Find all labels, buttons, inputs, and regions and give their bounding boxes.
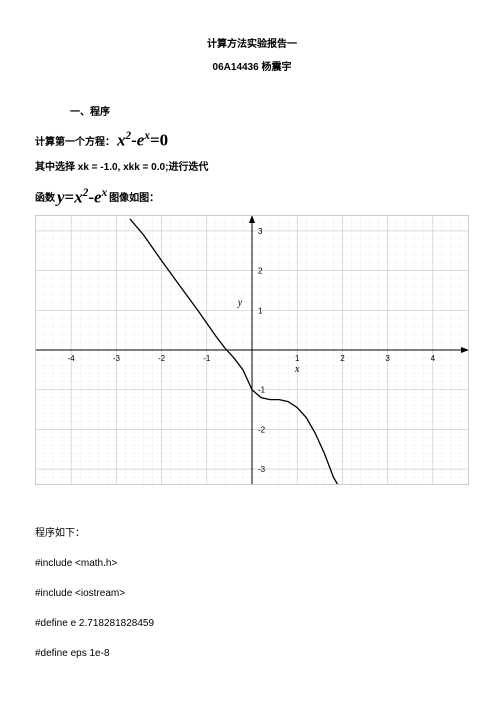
code-block: 程序如下： #include <math.h> #include <iostre… — [35, 525, 469, 663]
svg-text:1: 1 — [295, 354, 300, 363]
equation-2: y=x2-ex — [57, 187, 107, 208]
func-suffix: 图像如图： — [109, 189, 159, 204]
section-1-heading: 一、程序 — [70, 103, 469, 118]
svg-text:-2: -2 — [158, 354, 166, 363]
svg-text:-2: -2 — [258, 426, 266, 435]
svg-text:3: 3 — [258, 227, 263, 236]
svg-text:-3: -3 — [258, 465, 266, 474]
param-line: 其中选择 xk = -1.0, xkk = 0.0;进行迭代 — [35, 159, 469, 177]
code-line: #include <math.h> — [35, 555, 469, 573]
code-line: #include <iostream> — [35, 585, 469, 603]
page-subtitle: 06A14436 杨震宇 — [35, 58, 469, 73]
chart-svg: -4 -3 -2 -1 1 2 3 4 -3 -2 -1 1 2 3 x y — [35, 215, 469, 485]
svg-text:-1: -1 — [203, 354, 211, 363]
svg-text:-3: -3 — [113, 354, 121, 363]
equation-line: 计算第一个方程： x2-ex=0 — [35, 130, 469, 151]
svg-text:2: 2 — [258, 267, 263, 276]
svg-text:2: 2 — [340, 354, 345, 363]
svg-text:4: 4 — [431, 354, 436, 363]
code-line: #define e 2.718281828459 — [35, 615, 469, 633]
code-line: #define eps 1e-8 — [35, 645, 469, 663]
svg-text:y: y — [237, 298, 243, 309]
svg-text:1: 1 — [258, 307, 263, 316]
code-heading: 程序如下： — [35, 525, 469, 543]
svg-text:-4: -4 — [68, 354, 76, 363]
page-title: 计算方法实验报告一 — [35, 35, 469, 50]
svg-text:3: 3 — [385, 354, 390, 363]
equation-1: x2-ex=0 — [117, 130, 168, 151]
page-root: 计算方法实验报告一 06A14436 杨震宇 一、程序 计算第一个方程： x2-… — [0, 0, 504, 695]
function-line: 函数 y=x2-ex 图像如图： — [35, 187, 469, 208]
func-prefix: 函数 — [35, 189, 55, 204]
eq-prefix: 计算第一个方程： — [35, 133, 115, 148]
svg-text:x: x — [294, 364, 300, 375]
svg-text:-1: -1 — [258, 386, 266, 395]
function-chart: -4 -3 -2 -1 1 2 3 4 -3 -2 -1 1 2 3 x y — [35, 215, 469, 485]
